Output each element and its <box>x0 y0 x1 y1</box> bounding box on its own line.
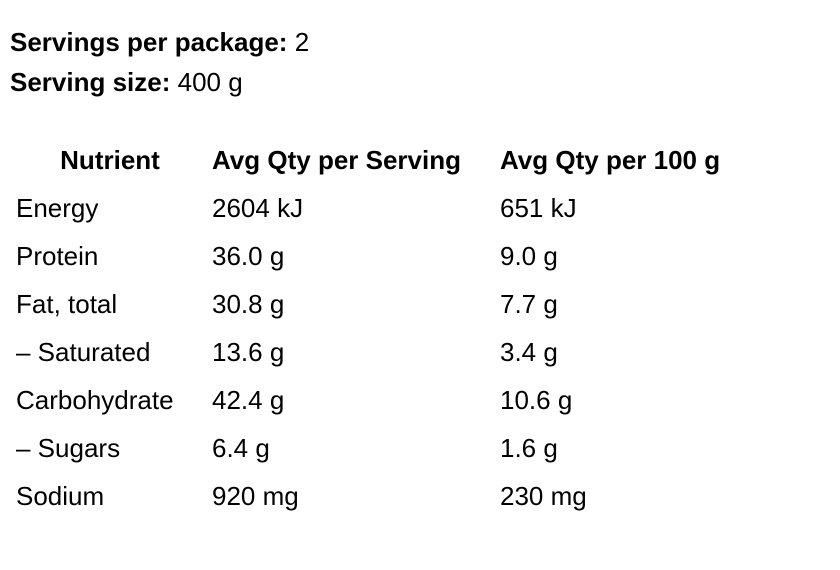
size-line: Serving size: 400 g <box>10 66 243 98</box>
servings-value: 2 <box>294 27 310 57</box>
size-label: Serving size: <box>10 67 171 97</box>
table-cell: 6.4 g <box>212 433 270 463</box>
table-cell: – Saturated <box>16 337 151 367</box>
size-value: 400 g <box>177 67 243 97</box>
table-cell: 30.8 g <box>212 289 285 319</box>
table-cell: 2604 kJ <box>212 193 304 223</box>
table-cell: Fat, total <box>16 289 118 319</box>
table-cell: 651 kJ <box>500 193 577 223</box>
table-cell: 230 mg <box>500 481 587 511</box>
table-cell: – Sugars <box>16 433 121 463</box>
servings-label: Servings per package: <box>10 27 288 57</box>
header-cell: Avg Qty per Serving <box>212 145 461 175</box>
table-cell: 3.4 g <box>500 337 558 367</box>
table-cell: 920 mg <box>212 481 299 511</box>
header-cell: Nutrient <box>60 145 160 175</box>
table-cell: Carbohydrate <box>16 385 174 415</box>
table-cell: 1.6 g <box>500 433 558 463</box>
table-cell: 10.6 g <box>500 385 573 415</box>
table-cell: 13.6 g <box>212 337 285 367</box>
table-cell: Sodium <box>16 481 105 511</box>
header-cell: Avg Qty per 100 g <box>500 145 721 175</box>
table-cell: 7.7 g <box>500 289 558 319</box>
table-cell: 36.0 g <box>212 241 285 271</box>
table-cell: 9.0 g <box>500 241 558 271</box>
table-cell: Energy <box>16 193 99 223</box>
table-cell: 42.4 g <box>212 385 285 415</box>
servings-line: Servings per package: 2 <box>10 26 309 58</box>
table-cell: Protein <box>16 241 99 271</box>
